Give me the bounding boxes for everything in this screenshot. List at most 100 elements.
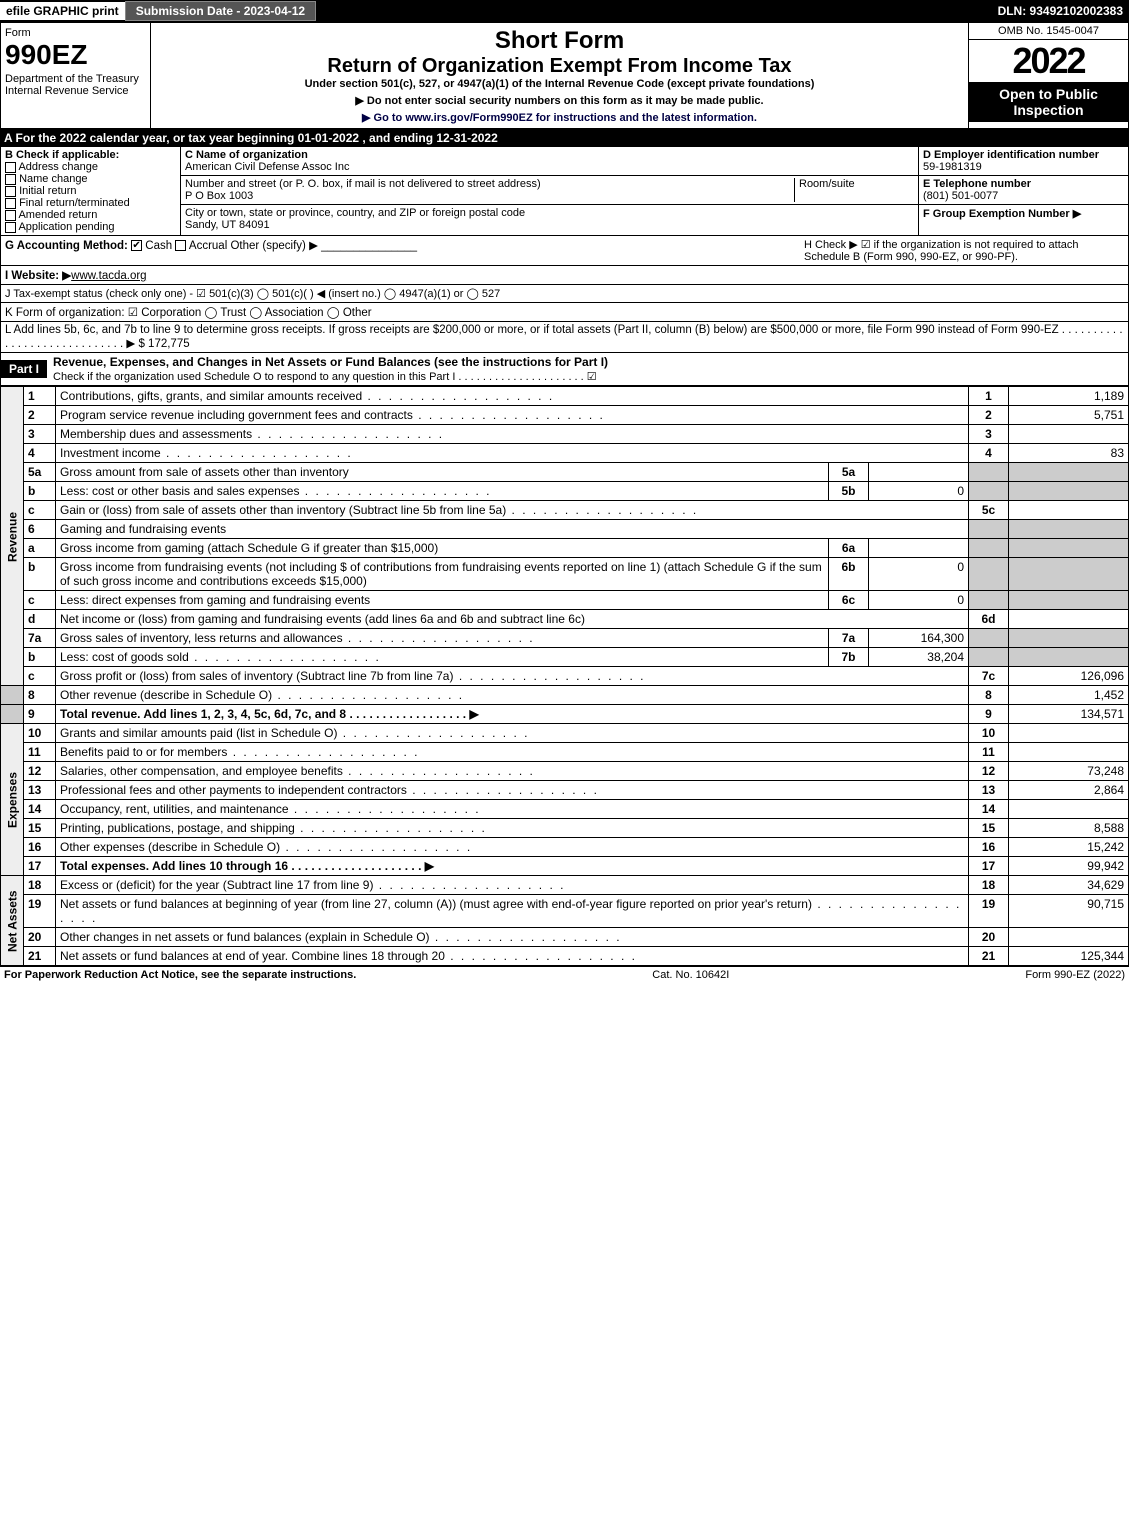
- section-d-e-f: D Employer identification number59-19813…: [918, 147, 1128, 235]
- chk-pending[interactable]: Application pending: [5, 221, 176, 233]
- line-15: Printing, publications, postage, and shi…: [56, 819, 969, 838]
- line-16: Other expenses (describe in Schedule O): [56, 838, 969, 857]
- val-8: 1,452: [1009, 686, 1129, 705]
- efile-label[interactable]: efile GRAPHIC print: [0, 2, 125, 20]
- val-15: 8,588: [1009, 819, 1129, 838]
- footer-center: Cat. No. 10642I: [356, 969, 1025, 981]
- ein-label: D Employer identification number: [923, 149, 1099, 161]
- chk-cash[interactable]: [131, 240, 142, 251]
- website-link[interactable]: www.tacda.org: [71, 270, 146, 282]
- line-18: Excess or (deficit) for the year (Subtra…: [56, 876, 969, 895]
- line-6a: Gross income from gaming (attach Schedul…: [56, 539, 829, 558]
- tel-label: E Telephone number: [923, 178, 1031, 190]
- val-5b: 0: [869, 482, 969, 501]
- line-2: Program service revenue including govern…: [56, 406, 969, 425]
- irs-link[interactable]: ▶ Go to www.irs.gov/Form990EZ for instru…: [362, 112, 757, 124]
- header-right: OMB No. 1545-0047 2022 Open to Public In…: [968, 23, 1128, 128]
- section-k: K Form of organization: ☑ Corporation ◯ …: [0, 303, 1129, 322]
- part-1-sub: Check if the organization used Schedule …: [53, 371, 597, 383]
- footer: For Paperwork Reduction Act Notice, see …: [0, 966, 1129, 983]
- line-5c: Gain or (loss) from sale of assets other…: [56, 501, 969, 520]
- ein-value: 59-1981319: [923, 161, 982, 173]
- room-label: Room/suite: [794, 178, 914, 202]
- section-l: L Add lines 5b, 6c, and 7b to line 9 to …: [0, 322, 1129, 353]
- dln-label: DLN: 93492102002383: [998, 4, 1129, 18]
- line-7b: Less: cost of goods sold: [56, 648, 829, 667]
- city-label: City or town, state or province, country…: [185, 207, 525, 219]
- line-5a: Gross amount from sale of assets other t…: [56, 463, 829, 482]
- val-19: 90,715: [1009, 895, 1129, 928]
- line-7c: Gross profit or (loss) from sales of inv…: [56, 667, 969, 686]
- val-2: 5,751: [1009, 406, 1129, 425]
- side-netassets: Net Assets: [1, 876, 24, 966]
- line-4: Investment income: [56, 444, 969, 463]
- line-9: Total revenue. Add lines 1, 2, 3, 4, 5c,…: [56, 705, 969, 724]
- line-11: Benefits paid to or for members: [56, 743, 969, 762]
- header-left: Form 990EZ Department of the Treasury In…: [1, 23, 151, 128]
- line-5b: Less: cost or other basis and sales expe…: [56, 482, 829, 501]
- val-9: 134,571: [1009, 705, 1129, 724]
- short-form-title: Short Form: [155, 27, 964, 55]
- accounting-other: Other (specify) ▶: [230, 240, 317, 252]
- val-17: 99,942: [1009, 857, 1129, 876]
- org-name: American Civil Defense Assoc Inc: [185, 161, 349, 173]
- line-7a: Gross sales of inventory, less returns a…: [56, 629, 829, 648]
- val-1: 1,189: [1009, 387, 1129, 406]
- section-g-h: G Accounting Method: Cash Accrual Other …: [0, 236, 1129, 266]
- line-6d: Net income or (loss) from gaming and fun…: [56, 610, 969, 629]
- section-b-label: B Check if applicable:: [5, 149, 119, 161]
- part-1-header: Part I Revenue, Expenses, and Changes in…: [0, 353, 1129, 386]
- form-header: Form 990EZ Department of the Treasury In…: [0, 22, 1129, 129]
- line-19: Net assets or fund balances at beginning…: [56, 895, 969, 928]
- chk-amended[interactable]: Amended return: [5, 209, 176, 221]
- line-6: Gaming and fundraising events: [56, 520, 969, 539]
- line-17: Total expenses. Add lines 10 through 16 …: [56, 857, 969, 876]
- val-7c: 126,096: [1009, 667, 1129, 686]
- form-number: 990EZ: [5, 39, 146, 71]
- section-j: J Tax-exempt status (check only one) - ☑…: [0, 285, 1129, 303]
- val-12: 73,248: [1009, 762, 1129, 781]
- main-table: Revenue 1Contributions, gifts, grants, a…: [0, 386, 1129, 966]
- val-6c: 0: [869, 591, 969, 610]
- section-h: H Check ▶ ☑ if the organization is not r…: [804, 238, 1124, 263]
- val-18: 34,629: [1009, 876, 1129, 895]
- line-13: Professional fees and other payments to …: [56, 781, 969, 800]
- open-public: Open to Public Inspection: [969, 82, 1128, 122]
- line-10: Grants and similar amounts paid (list in…: [56, 724, 969, 743]
- tax-year: 2022: [969, 40, 1128, 82]
- val-7a: 164,300: [869, 629, 969, 648]
- submission-date: Submission Date - 2023-04-12: [125, 1, 316, 21]
- val-4: 83: [1009, 444, 1129, 463]
- note-link: ▶ Go to www.irs.gov/Form990EZ for instru…: [155, 111, 964, 124]
- line-12: Salaries, other compensation, and employ…: [56, 762, 969, 781]
- line-14: Occupancy, rent, utilities, and maintena…: [56, 800, 969, 819]
- side-expenses: Expenses: [1, 724, 24, 876]
- main-title: Return of Organization Exempt From Incom…: [155, 55, 964, 78]
- chk-address[interactable]: Address change: [5, 161, 176, 173]
- city-value: Sandy, UT 84091: [185, 219, 270, 231]
- info-block: B Check if applicable: Address change Na…: [0, 147, 1129, 236]
- chk-name[interactable]: Name change: [5, 173, 176, 185]
- group-label: F Group Exemption Number ▶: [923, 208, 1081, 220]
- val-6b: 0: [869, 558, 969, 591]
- chk-final[interactable]: Final return/terminated: [5, 197, 176, 209]
- section-i: I Website: ▶www.tacda.org: [0, 266, 1129, 285]
- line-20: Other changes in net assets or fund bala…: [56, 928, 969, 947]
- top-bar: efile GRAPHIC print Submission Date - 20…: [0, 0, 1129, 22]
- line-6b: Gross income from fundraising events (no…: [56, 558, 829, 591]
- chk-initial[interactable]: Initial return: [5, 185, 176, 197]
- line-6c: Less: direct expenses from gaming and fu…: [56, 591, 829, 610]
- street-label: Number and street (or P. O. box, if mail…: [185, 178, 541, 190]
- line-1: Contributions, gifts, grants, and simila…: [56, 387, 969, 406]
- note-ssn: ▶ Do not enter social security numbers o…: [155, 94, 964, 107]
- tel-value: (801) 501-0077: [923, 190, 998, 202]
- chk-accrual[interactable]: [175, 240, 186, 251]
- section-c: C Name of organizationAmerican Civil Def…: [181, 147, 918, 235]
- line-8: Other revenue (describe in Schedule O): [56, 686, 969, 705]
- val-16: 15,242: [1009, 838, 1129, 857]
- line-21: Net assets or fund balances at end of ye…: [56, 947, 969, 966]
- header-center: Short Form Return of Organization Exempt…: [151, 23, 968, 128]
- val-7b: 38,204: [869, 648, 969, 667]
- section-b: B Check if applicable: Address change Na…: [1, 147, 181, 235]
- line-3: Membership dues and assessments: [56, 425, 969, 444]
